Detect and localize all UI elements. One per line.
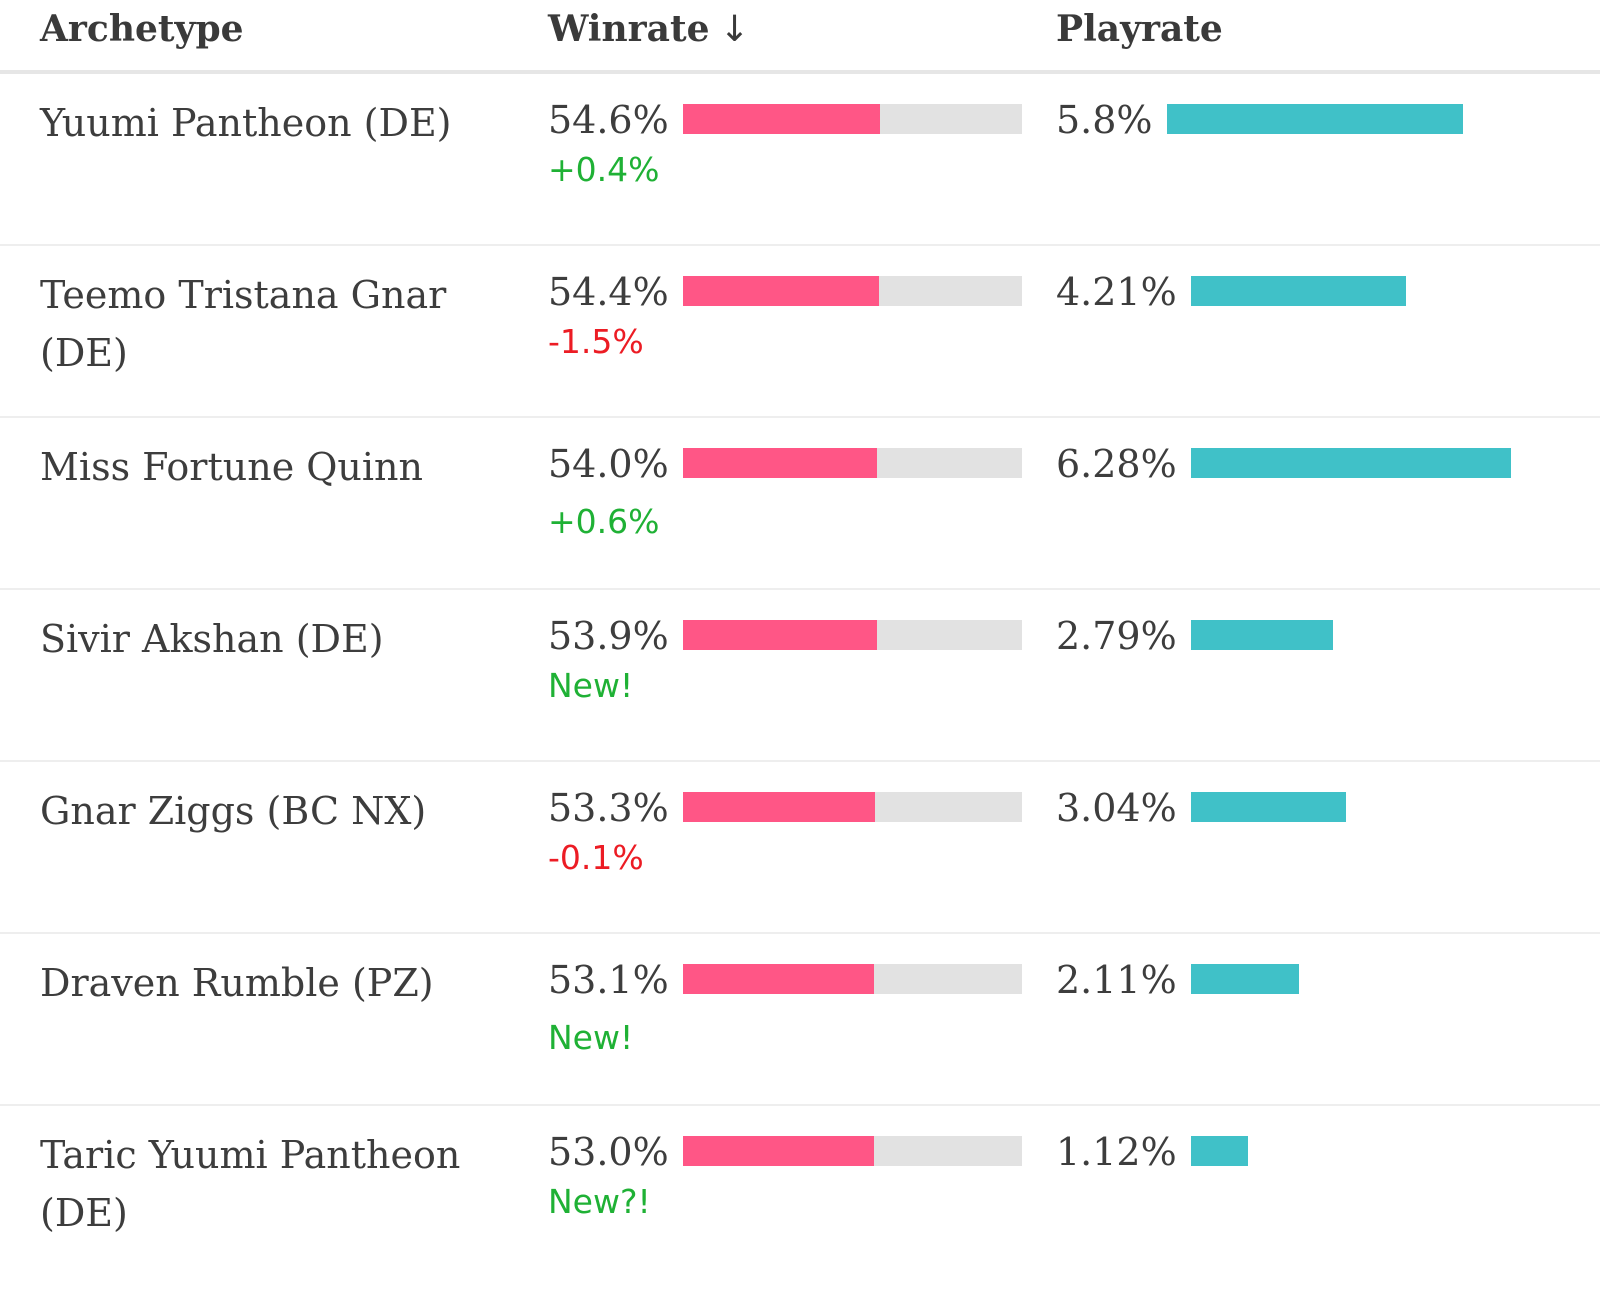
winrate-value: 53.3% bbox=[548, 786, 669, 830]
playrate-value: 4.21% bbox=[1056, 270, 1177, 314]
archetype-name[interactable]: Miss Fortune Quinn bbox=[40, 445, 423, 489]
winrate-change: New! bbox=[548, 666, 634, 705]
winrate-change: +0.6% bbox=[548, 502, 660, 541]
archetype-name[interactable]: Teemo Tristana Gnar (DE) bbox=[40, 273, 447, 375]
table-header: Archetype Winrate ↓ Playrate bbox=[0, 0, 1600, 74]
winrate-bar-track bbox=[683, 964, 1022, 994]
playrate-column-header[interactable]: Playrate bbox=[1056, 8, 1223, 50]
winrate-bar-track bbox=[683, 104, 1022, 134]
winrate-bar-fill bbox=[683, 620, 878, 650]
table-row[interactable]: Taric Yuumi Pantheon (DE) 53.0% New?! 1.… bbox=[0, 1106, 1600, 1296]
archetype-column-header[interactable]: Archetype bbox=[40, 8, 244, 50]
playrate-bar bbox=[1191, 620, 1334, 650]
winrate-column-header[interactable]: Winrate ↓ bbox=[548, 8, 750, 50]
playrate-bar bbox=[1191, 276, 1406, 306]
playrate-value: 5.8% bbox=[1056, 98, 1153, 142]
playrate-value: 3.04% bbox=[1056, 786, 1177, 830]
winrate-bar-fill bbox=[683, 276, 879, 306]
playrate-value: 2.11% bbox=[1056, 958, 1177, 1002]
winrate-change: New?! bbox=[548, 1182, 651, 1221]
winrate-bar-fill bbox=[683, 104, 880, 134]
winrate-bar-fill bbox=[683, 964, 875, 994]
winrate-value: 54.0% bbox=[548, 442, 669, 486]
archetype-name[interactable]: Draven Rumble (PZ) bbox=[40, 961, 434, 1005]
table-row[interactable]: Miss Fortune Quinn 54.0% +0.6% 6.28% bbox=[0, 418, 1600, 590]
archetype-name[interactable]: Yuumi Pantheon (DE) bbox=[40, 101, 452, 145]
winrate-value: 53.0% bbox=[548, 1130, 669, 1174]
table-row[interactable]: Sivir Akshan (DE) 53.9% New! 2.79% bbox=[0, 590, 1600, 762]
sort-descending-icon: ↓ bbox=[719, 9, 750, 50]
table-body: Yuumi Pantheon (DE) 54.6% +0.4% 5.8% Tee… bbox=[0, 74, 1600, 1296]
playrate-bar bbox=[1167, 104, 1463, 134]
playrate-bar bbox=[1191, 792, 1347, 822]
playrate-bar bbox=[1191, 448, 1512, 478]
winrate-bar-track bbox=[683, 1136, 1022, 1166]
winrate-bar-track bbox=[683, 276, 1022, 306]
archetype-name[interactable]: Taric Yuumi Pantheon (DE) bbox=[40, 1133, 461, 1235]
winrate-bar-fill bbox=[683, 792, 875, 822]
archetype-name[interactable]: Gnar Ziggs (BC NX) bbox=[40, 789, 427, 833]
winrate-value: 53.1% bbox=[548, 958, 669, 1002]
winrate-change: +0.4% bbox=[548, 150, 660, 189]
winrate-value: 54.6% bbox=[548, 98, 669, 142]
playrate-value: 1.12% bbox=[1056, 1130, 1177, 1174]
winrate-change: -0.1% bbox=[548, 838, 644, 877]
playrate-value: 6.28% bbox=[1056, 442, 1177, 486]
table-row[interactable]: Yuumi Pantheon (DE) 54.6% +0.4% 5.8% bbox=[0, 74, 1600, 246]
winrate-bar-track bbox=[683, 792, 1022, 822]
winrate-bar-track bbox=[683, 448, 1022, 478]
table-row[interactable]: Teemo Tristana Gnar (DE) 54.4% -1.5% 4.2… bbox=[0, 246, 1600, 418]
winrate-bar-track bbox=[683, 620, 1022, 650]
winrate-change: -1.5% bbox=[548, 322, 644, 361]
winrate-value: 54.4% bbox=[548, 270, 669, 314]
playrate-bar bbox=[1191, 1136, 1249, 1166]
winrate-column-label: Winrate bbox=[548, 8, 710, 50]
winrate-bar-fill bbox=[683, 1136, 874, 1166]
archetype-name[interactable]: Sivir Akshan (DE) bbox=[40, 617, 384, 661]
winrate-value: 53.9% bbox=[548, 614, 669, 658]
playrate-value: 2.79% bbox=[1056, 614, 1177, 658]
table-row[interactable]: Draven Rumble (PZ) 53.1% New! 2.11% bbox=[0, 934, 1600, 1106]
winrate-bar-fill bbox=[683, 448, 878, 478]
table-row[interactable]: Gnar Ziggs (BC NX) 53.3% -0.1% 3.04% bbox=[0, 762, 1600, 934]
winrate-change: New! bbox=[548, 1018, 634, 1057]
playrate-bar bbox=[1191, 964, 1299, 994]
